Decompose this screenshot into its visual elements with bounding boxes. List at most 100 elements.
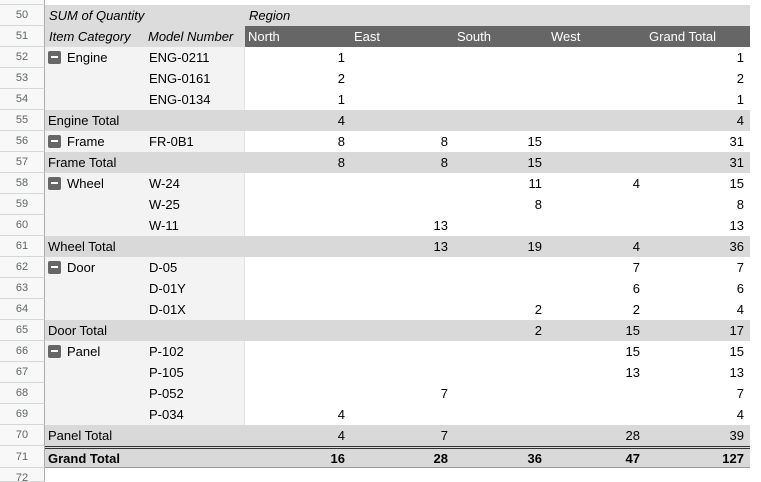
cell-value-grand-total[interactable]: 8	[736, 197, 744, 212]
cell-value-east[interactable]	[351, 194, 454, 215]
cell-item-category[interactable]	[45, 68, 144, 89]
cell-value-grand-total[interactable]: 1	[736, 50, 744, 65]
collapse-button[interactable]	[48, 135, 61, 148]
cell-value-north[interactable]	[245, 341, 351, 362]
cell-value-east[interactable]	[351, 341, 454, 362]
cell-item-category[interactable]	[45, 215, 144, 236]
cell-value-east[interactable]	[351, 68, 454, 89]
cell-value-north[interactable]	[245, 194, 351, 215]
cell-value-south[interactable]	[454, 383, 548, 404]
cell-item-category[interactable]	[45, 278, 144, 299]
row-number[interactable]: 72	[0, 468, 45, 482]
row-number[interactable]: 67	[0, 362, 45, 383]
cell-value-south[interactable]: 36	[454, 446, 548, 468]
cell-value-grand-total[interactable]: 6	[736, 281, 744, 296]
cell-value-east[interactable]	[351, 89, 454, 110]
cell-value-west[interactable]: 15	[625, 344, 640, 359]
cell-value-north[interactable]	[245, 215, 351, 236]
cell-value-west[interactable]	[548, 89, 646, 110]
cell-value-west[interactable]: 15	[548, 320, 646, 341]
cell-value-grand-total[interactable]: 15	[729, 176, 744, 191]
cell-value-east[interactable]: 28	[351, 446, 454, 468]
cell-value-grand-total[interactable]: 7	[736, 260, 744, 275]
cell-value-east[interactable]	[351, 320, 454, 341]
cell-value-west[interactable]	[548, 194, 646, 215]
cell-value-grand-total[interactable]: 4	[646, 110, 750, 131]
cell-value-west[interactable]	[548, 131, 646, 152]
cell-value-north[interactable]: 4	[337, 407, 345, 422]
cell-value-south[interactable]	[454, 362, 548, 383]
cell-value-south[interactable]	[454, 110, 548, 131]
collapse-button[interactable]	[48, 177, 61, 190]
cell-value-east[interactable]	[351, 173, 454, 194]
cell-value-grand-total[interactable]: 36	[646, 236, 750, 257]
row-number[interactable]: 50	[0, 5, 45, 26]
cell-value-north[interactable]	[245, 299, 351, 320]
cell-value-grand-total[interactable]: 4	[736, 302, 744, 317]
cell-value-east[interactable]	[351, 47, 454, 68]
cell-value-west[interactable]	[548, 152, 646, 173]
cell-model-number[interactable]: FR-0B1	[144, 131, 245, 152]
cell-value-north[interactable]: 16	[245, 446, 351, 468]
header-north[interactable]: North	[245, 26, 351, 47]
cell-value-grand-total[interactable]: 13	[729, 218, 744, 233]
cell-value-west[interactable]: 6	[632, 281, 640, 296]
cell-value-east[interactable]: 13	[433, 218, 448, 233]
cell-value-south[interactable]: 11	[528, 176, 543, 191]
cell-value-east[interactable]: 7	[440, 386, 448, 401]
cell-item-category[interactable]: Panel	[45, 341, 144, 362]
cell-value-west[interactable]	[548, 47, 646, 68]
row-number[interactable]: 58	[0, 173, 45, 194]
row-number[interactable]: 55	[0, 110, 45, 131]
cell-grand-total-label[interactable]: Grand Total	[45, 446, 245, 468]
cell-value-east[interactable]: 8	[440, 134, 448, 149]
cell-value-west[interactable]	[548, 110, 646, 131]
cell-value-north[interactable]	[245, 236, 351, 257]
cell-value-south[interactable]	[454, 425, 548, 446]
row-number[interactable]: 68	[0, 383, 45, 404]
header-item-category[interactable]: Item Category	[45, 26, 144, 47]
header-grand-total[interactable]: Grand Total	[646, 26, 750, 47]
cell-value-north[interactable]: 8	[245, 152, 351, 173]
header-west[interactable]: West	[548, 26, 646, 47]
cell-value-east[interactable]: 7	[351, 425, 454, 446]
cell-value-west[interactable]	[548, 383, 646, 404]
cell-value-east[interactable]	[351, 110, 454, 131]
cell-value-grand-total[interactable]: 127	[646, 446, 750, 468]
cell-model-number[interactable]: ENG-0161	[144, 68, 245, 89]
cell-value-east[interactable]	[351, 278, 454, 299]
row-number[interactable]: 51	[0, 26, 45, 47]
cell-value-north[interactable]: 1	[337, 92, 345, 107]
cell-model-number[interactable]: W-11	[144, 215, 245, 236]
cell-value-west[interactable]: 4	[632, 176, 640, 191]
cell-value-south[interactable]	[454, 278, 548, 299]
cell-subtotal-label[interactable]: Engine Total	[45, 110, 245, 131]
row-number[interactable]: 65	[0, 320, 45, 341]
cell-value-west[interactable]: 7	[632, 260, 640, 275]
cell-value-south[interactable]	[454, 341, 548, 362]
cell-value-grand-total[interactable]: 31	[646, 152, 750, 173]
collapse-button[interactable]	[48, 261, 61, 274]
cell-subtotal-label[interactable]: Frame Total	[45, 152, 245, 173]
cell-model-number[interactable]: P-102	[144, 341, 245, 362]
cell-value-west[interactable]	[548, 68, 646, 89]
collapse-button[interactable]	[48, 51, 61, 64]
row-number[interactable]: 70	[0, 425, 45, 446]
cell-subtotal-label[interactable]: Wheel Total	[45, 236, 245, 257]
cell-value-north[interactable]: 8	[337, 134, 345, 149]
row-number[interactable]: 66	[0, 341, 45, 362]
row-number[interactable]: 59	[0, 194, 45, 215]
cell-value-south[interactable]	[454, 68, 548, 89]
cell-model-number[interactable]: P-105	[144, 362, 245, 383]
cell-value-north[interactable]: 2	[337, 71, 345, 86]
cell-item-category[interactable]	[45, 194, 144, 215]
cell-value-west[interactable]: 2	[632, 302, 640, 317]
header-east[interactable]: East	[351, 26, 454, 47]
cell-value-west[interactable]	[548, 215, 646, 236]
cell-value-south[interactable]: 2	[454, 320, 548, 341]
cell-value-east[interactable]: 8	[351, 152, 454, 173]
cell-subtotal-label[interactable]: Panel Total	[45, 425, 245, 446]
row-number[interactable]: 60	[0, 215, 45, 236]
cell-value-east[interactable]: 13	[351, 236, 454, 257]
cell-model-number[interactable]: W-25	[144, 194, 245, 215]
